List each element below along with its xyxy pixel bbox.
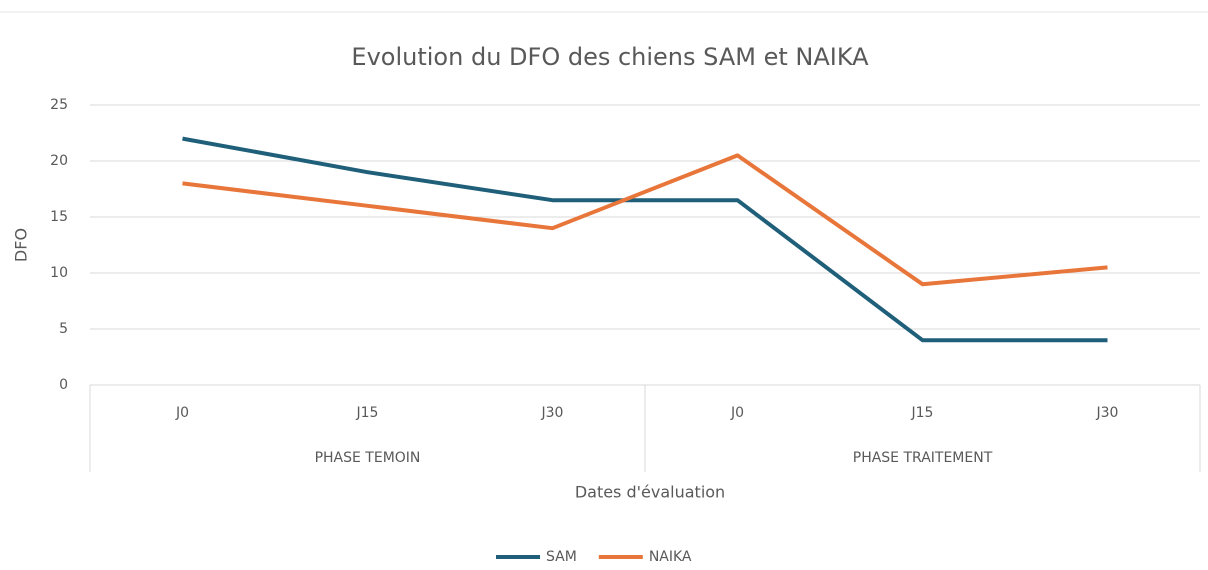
legend-label: NAIKA: [649, 549, 692, 565]
series-line: [182, 153, 1108, 287]
y-tick-label: 25: [50, 97, 68, 113]
chart-title: Evolution du DFO des chiens SAM et NAIKA: [351, 43, 869, 71]
x-tick-label: J15: [356, 405, 379, 421]
group-label: PHASE TEMOIN: [315, 450, 421, 466]
y-tick-label: 0: [59, 377, 68, 393]
series-line: [182, 136, 1108, 343]
x-tick-label: J0: [730, 405, 744, 421]
y-axis-title: DFO: [12, 228, 31, 262]
x-tick-label: J30: [1096, 405, 1119, 421]
group-label: PHASE TRAITEMENT: [853, 450, 993, 466]
y-tick-label: 5: [59, 321, 68, 337]
legend-label: SAM: [546, 549, 577, 565]
x-tick-label: J0: [175, 405, 189, 421]
y-tick-label: 20: [50, 153, 68, 169]
x-tick-label: J30: [541, 405, 564, 421]
y-tick-label: 10: [50, 265, 68, 281]
y-tick-label: 15: [50, 209, 68, 225]
x-axis-title: Dates d'évaluation: [575, 483, 725, 502]
x-tick-label: J15: [911, 405, 934, 421]
